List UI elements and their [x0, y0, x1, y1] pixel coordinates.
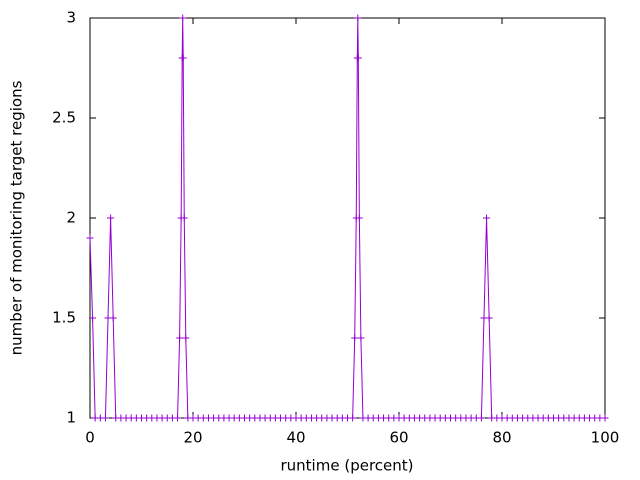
data-point: [182, 334, 190, 342]
data-point: [101, 414, 109, 422]
x-tick-label: 60: [389, 429, 408, 447]
plot-frame: [89, 17, 606, 419]
data-point: [349, 414, 357, 422]
y-tick-label: 1: [66, 409, 76, 427]
x-tick-label: 20: [183, 429, 202, 447]
x-tick-label: 0: [85, 429, 95, 447]
data-point: [601, 414, 609, 422]
data-point: [354, 14, 362, 22]
data-point: [86, 234, 94, 242]
x-tick-label: 80: [492, 429, 511, 447]
data-point: [107, 214, 115, 222]
y-axis-label: number of monitoring target regions: [8, 80, 26, 355]
data-point: [89, 314, 97, 322]
data-point: [109, 314, 117, 322]
data-point: [174, 414, 182, 422]
data-point: [351, 334, 359, 342]
data-point: [179, 14, 187, 22]
y-tick-label: 3: [66, 9, 76, 27]
x-axis-label: runtime (percent): [281, 457, 414, 475]
data-point: [176, 334, 184, 342]
data-point: [485, 314, 493, 322]
data-point: [477, 414, 485, 422]
x-tick-label: 100: [591, 429, 620, 447]
data-point: [357, 334, 365, 342]
x-tick-label: 40: [286, 429, 305, 447]
data-point: [355, 214, 363, 222]
data-line: [89, 17, 605, 419]
y-tick-label: 1.5: [52, 309, 76, 327]
data-point: [483, 214, 491, 222]
data-point: [179, 54, 187, 62]
data-point: [180, 214, 188, 222]
data-point: [354, 54, 362, 62]
y-tick-label: 2.5: [52, 109, 76, 127]
y-tick-label: 2: [66, 209, 76, 227]
